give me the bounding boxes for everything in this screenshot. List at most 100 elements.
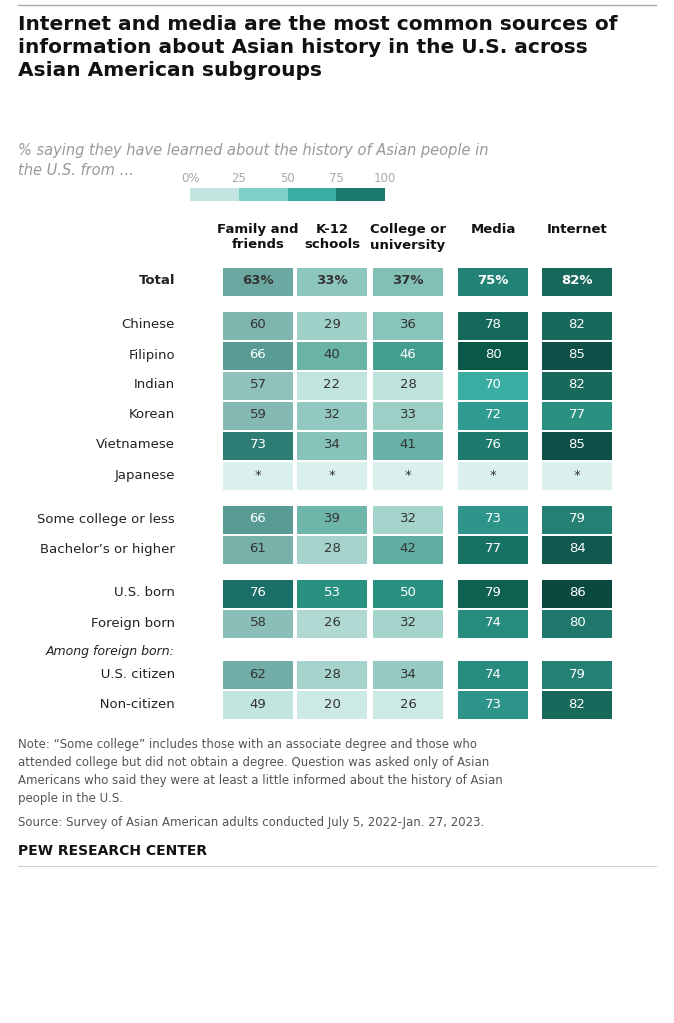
Bar [223, 312, 293, 340]
Text: Korean: Korean [129, 408, 175, 421]
Bar [190, 188, 239, 201]
Bar [297, 536, 367, 564]
Bar [373, 580, 443, 608]
Bar [223, 506, 293, 534]
Text: 58: 58 [249, 617, 266, 629]
Text: 72: 72 [485, 408, 501, 421]
Bar [223, 372, 293, 400]
Text: 84: 84 [569, 542, 586, 555]
Bar [373, 372, 443, 400]
Text: Foreign born: Foreign born [91, 617, 175, 629]
Bar [373, 402, 443, 430]
Text: Indian: Indian [134, 379, 175, 392]
Bar [542, 268, 612, 296]
Bar [297, 342, 367, 370]
Bar [373, 536, 443, 564]
Text: *: * [255, 469, 262, 482]
Bar [542, 402, 612, 430]
Text: 76: 76 [249, 586, 266, 599]
Text: Source: Survey of Asian American adults conducted July 5, 2022-Jan. 27, 2023.: Source: Survey of Asian American adults … [18, 816, 484, 829]
Bar [458, 610, 528, 638]
Text: 100: 100 [374, 172, 396, 185]
Text: Note: “Some college” includes those with an associate degree and those who
atten: Note: “Some college” includes those with… [18, 738, 503, 805]
Text: Among foreign born:: Among foreign born: [46, 646, 175, 659]
Text: 82: 82 [569, 318, 586, 331]
Bar [223, 661, 293, 690]
Text: 76: 76 [485, 439, 501, 451]
Text: 33%: 33% [316, 274, 348, 287]
Bar [542, 462, 612, 490]
Text: 74: 74 [485, 667, 501, 680]
Bar [458, 506, 528, 534]
Bar [223, 691, 293, 719]
Bar [297, 372, 367, 400]
Text: Media: Media [470, 223, 516, 236]
Text: 85: 85 [569, 439, 586, 451]
Bar [223, 536, 293, 564]
Bar [223, 432, 293, 460]
Text: Bachelor’s or higher: Bachelor’s or higher [40, 542, 175, 555]
Text: % saying they have learned about the history of Asian people in
the U.S. from …: % saying they have learned about the his… [18, 143, 489, 178]
Text: 28: 28 [324, 542, 340, 555]
Bar [297, 268, 367, 296]
Text: 82: 82 [569, 698, 586, 711]
Bar [542, 372, 612, 400]
Text: K-12
schools: K-12 schools [304, 223, 360, 252]
Text: Filipino: Filipino [128, 349, 175, 361]
Text: 36: 36 [400, 318, 417, 331]
Text: 25: 25 [231, 172, 246, 185]
Text: *: * [574, 469, 580, 482]
Bar [542, 691, 612, 719]
Bar [458, 402, 528, 430]
Text: Internet and media are the most common sources of
information about Asian histor: Internet and media are the most common s… [18, 15, 617, 80]
Text: 32: 32 [400, 617, 417, 629]
Text: 59: 59 [249, 408, 266, 421]
Bar [458, 462, 528, 490]
Bar [373, 462, 443, 490]
Bar [458, 342, 528, 370]
Text: *: * [489, 469, 496, 482]
Text: 37%: 37% [392, 274, 424, 287]
Text: 50: 50 [280, 172, 295, 185]
Bar [297, 580, 367, 608]
Bar [542, 661, 612, 690]
Text: U.S. born: U.S. born [114, 586, 175, 599]
Bar [458, 580, 528, 608]
Text: 20: 20 [324, 698, 340, 711]
Text: 34: 34 [324, 439, 340, 451]
Text: 66: 66 [249, 349, 266, 361]
Bar [297, 506, 367, 534]
Text: U.S. citizen: U.S. citizen [88, 667, 175, 680]
Text: 41: 41 [400, 439, 417, 451]
Text: 46: 46 [400, 349, 417, 361]
Text: *: * [329, 469, 336, 482]
Text: PEW RESEARCH CENTER: PEW RESEARCH CENTER [18, 844, 207, 858]
Bar [373, 506, 443, 534]
Text: 32: 32 [400, 513, 417, 526]
Bar [542, 342, 612, 370]
Text: Some college or less: Some college or less [37, 513, 175, 526]
Text: 79: 79 [569, 513, 586, 526]
Text: 28: 28 [324, 667, 340, 680]
Bar [458, 432, 528, 460]
Text: Vietnamese: Vietnamese [96, 439, 175, 451]
Text: Total: Total [138, 274, 175, 287]
Bar [542, 580, 612, 608]
Bar [297, 312, 367, 340]
Text: 50: 50 [400, 586, 417, 599]
Text: 70: 70 [485, 379, 501, 392]
Text: 34: 34 [400, 667, 417, 680]
Bar [542, 506, 612, 534]
Text: 78: 78 [485, 318, 501, 331]
Bar [373, 342, 443, 370]
Bar [458, 268, 528, 296]
Text: 80: 80 [569, 617, 586, 629]
Bar [223, 342, 293, 370]
Bar [542, 536, 612, 564]
Text: 82: 82 [569, 379, 586, 392]
Bar [542, 312, 612, 340]
Bar [458, 312, 528, 340]
Bar [297, 691, 367, 719]
Bar [373, 661, 443, 690]
Text: 77: 77 [568, 408, 586, 421]
